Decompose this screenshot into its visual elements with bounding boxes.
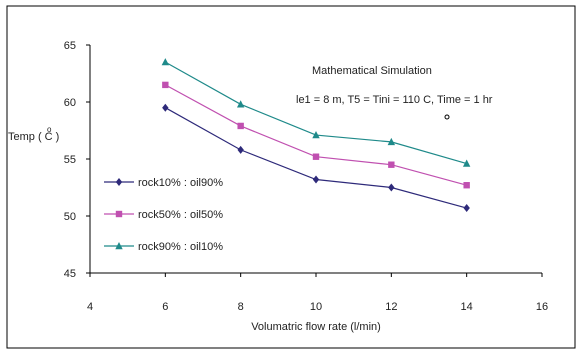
series-1-point	[313, 176, 319, 184]
series-3-point	[237, 100, 244, 107]
series-3-point	[162, 58, 169, 65]
series-2-point	[162, 82, 168, 88]
y-axis-label: Temp ( C )	[8, 131, 59, 143]
series-2-point	[237, 123, 243, 129]
chart-annotation-params: le1 = 8 m, T5 = Tini = 110 C, Time = 1 h…	[296, 94, 493, 106]
y-tick-label: 50	[64, 211, 76, 223]
series-2-point	[313, 154, 319, 160]
x-tick-label: 14	[461, 301, 473, 313]
series-2-point	[388, 162, 394, 168]
series-2-point	[463, 182, 469, 188]
y-tick-label: 45	[64, 268, 76, 280]
series-1-point	[463, 204, 469, 212]
legend-label-3: rock90% : oil10%	[138, 241, 223, 253]
x-tick-label: 4	[87, 301, 93, 313]
series-line-3	[165, 62, 466, 163]
x-tick-label: 16	[536, 301, 548, 313]
legend-label-2: rock50% : oil50%	[138, 209, 223, 221]
chart-annotation-title: Mathematical Simulation	[312, 65, 432, 77]
series-1-point	[388, 184, 394, 192]
legend-marker-1	[116, 178, 122, 186]
x-axis-label: Volumatric flow rate (l/min)	[251, 321, 381, 333]
y-ticks: 45 50 55 60 65	[64, 40, 90, 280]
series-1-point	[162, 104, 168, 112]
series-1-point	[237, 146, 243, 154]
degree-marker-icon	[445, 115, 449, 119]
legend: rock10% : oil90% rock50% : oil50% rock90% …	[104, 177, 223, 253]
legend-marker-2	[116, 211, 122, 217]
y-axis-degree-symbol: o	[47, 125, 52, 134]
series-3-point	[312, 131, 319, 138]
y-tick-label: 60	[64, 97, 76, 109]
x-ticks: 4 6 8 10 12 14 16	[87, 273, 548, 313]
y-tick-label: 65	[64, 40, 76, 52]
legend-label-1: rock10% : oil90%	[138, 177, 223, 189]
x-tick-label: 8	[238, 301, 244, 313]
x-tick-label: 6	[162, 301, 168, 313]
x-tick-label: 10	[310, 301, 322, 313]
chart-frame	[7, 6, 575, 348]
x-tick-label: 12	[385, 301, 397, 313]
y-tick-label: 55	[64, 154, 76, 166]
